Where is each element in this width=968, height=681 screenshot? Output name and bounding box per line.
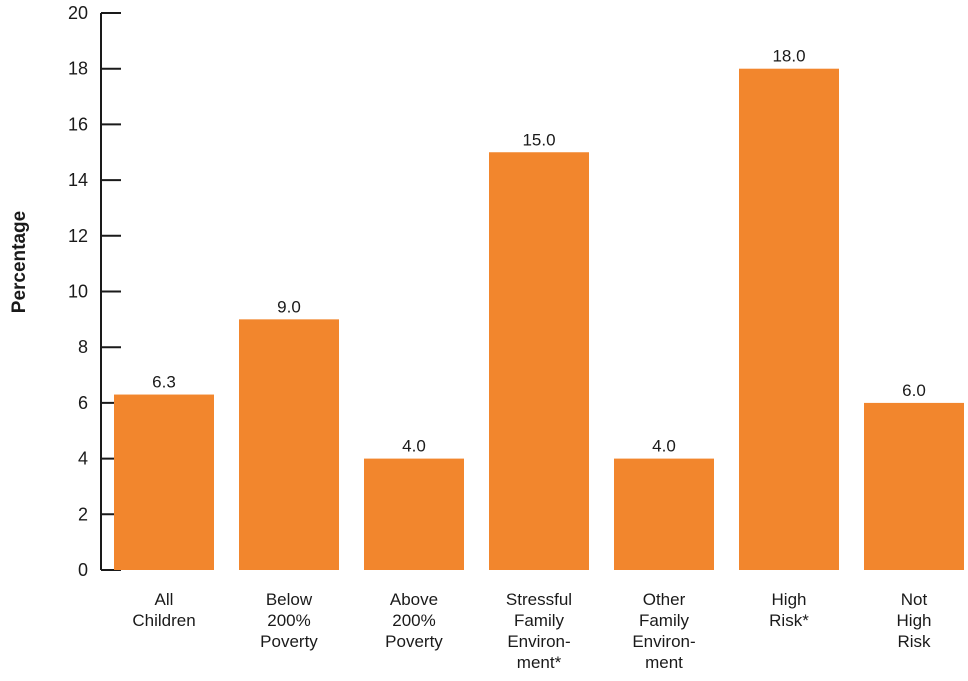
category-label-line: Poverty — [260, 632, 318, 651]
category-label-line: Children — [132, 611, 195, 630]
category-label-line: Other — [643, 590, 686, 609]
bar-value-label: 18.0 — [772, 47, 805, 66]
y-axis-title: Percentage — [9, 211, 30, 313]
category-label-line: Risk — [897, 632, 931, 651]
y-tick-label: 2 — [78, 504, 88, 524]
bar — [364, 459, 464, 570]
y-tick-label: 12 — [68, 226, 88, 246]
y-tick-label: 8 — [78, 337, 88, 357]
bar-value-label: 4.0 — [402, 437, 426, 456]
category-label-line: ment — [645, 653, 683, 672]
category-label-line: 200% — [392, 611, 435, 630]
bar — [239, 319, 339, 570]
y-tick-label: 14 — [68, 170, 88, 190]
bar-value-label: 15.0 — [522, 130, 555, 149]
y-tick-label: 10 — [68, 282, 88, 302]
category-label-line: All — [155, 590, 174, 609]
bar — [739, 69, 839, 570]
bar — [614, 459, 714, 570]
category-label-line: Not — [901, 590, 928, 609]
category-label-line: Environ- — [632, 632, 695, 651]
category-label-line: Below — [266, 590, 313, 609]
y-tick-label: 16 — [68, 114, 88, 134]
category-label-line: Environ- — [507, 632, 570, 651]
category-label-line: Poverty — [385, 632, 443, 651]
category-label-line: High — [772, 590, 807, 609]
category-label-line: 200% — [267, 611, 310, 630]
category-label-line: Above — [390, 590, 438, 609]
y-tick-label: 0 — [78, 560, 88, 580]
category-label: Below 200% Poverty — [260, 590, 318, 651]
category-label: Not High Risk — [897, 590, 932, 651]
category-label: Other Family Environ-ment — [632, 590, 695, 672]
category-label: High Risk* — [769, 590, 809, 630]
category-label: All Children — [132, 590, 195, 630]
category-label-line: High — [897, 611, 932, 630]
category-label: Stressful Family Environ-ment* — [506, 590, 572, 672]
category-label-line: Family — [639, 611, 690, 630]
y-tick-label: 6 — [78, 393, 88, 413]
y-tick-label: 4 — [78, 449, 88, 469]
category-label-line: Stressful — [506, 590, 572, 609]
category-label-line: Family — [514, 611, 565, 630]
y-tick-label: 18 — [68, 59, 88, 79]
bar-value-label: 9.0 — [277, 297, 301, 316]
bar — [114, 395, 214, 570]
category-label-line: Risk* — [769, 611, 809, 630]
bar-value-label: 6.3 — [152, 373, 176, 392]
bar-value-label: 6.0 — [902, 381, 926, 400]
y-axis-ticks: 0 2 4 6 8 10 12 14 16 18 20 — [68, 3, 121, 580]
bar — [864, 403, 964, 570]
bar — [489, 152, 589, 570]
y-tick-label: 20 — [68, 3, 88, 23]
category-label-line: ment* — [517, 653, 562, 672]
bar-value-label: 4.0 — [652, 437, 676, 456]
category-labels: All Children Below 200% Poverty Above 200% Pove… — [132, 590, 931, 672]
category-label: Above 200% Poverty — [385, 590, 443, 651]
